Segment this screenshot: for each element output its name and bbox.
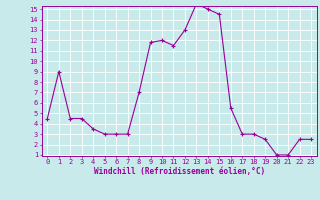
X-axis label: Windchill (Refroidissement éolien,°C): Windchill (Refroidissement éolien,°C) [94, 167, 265, 176]
